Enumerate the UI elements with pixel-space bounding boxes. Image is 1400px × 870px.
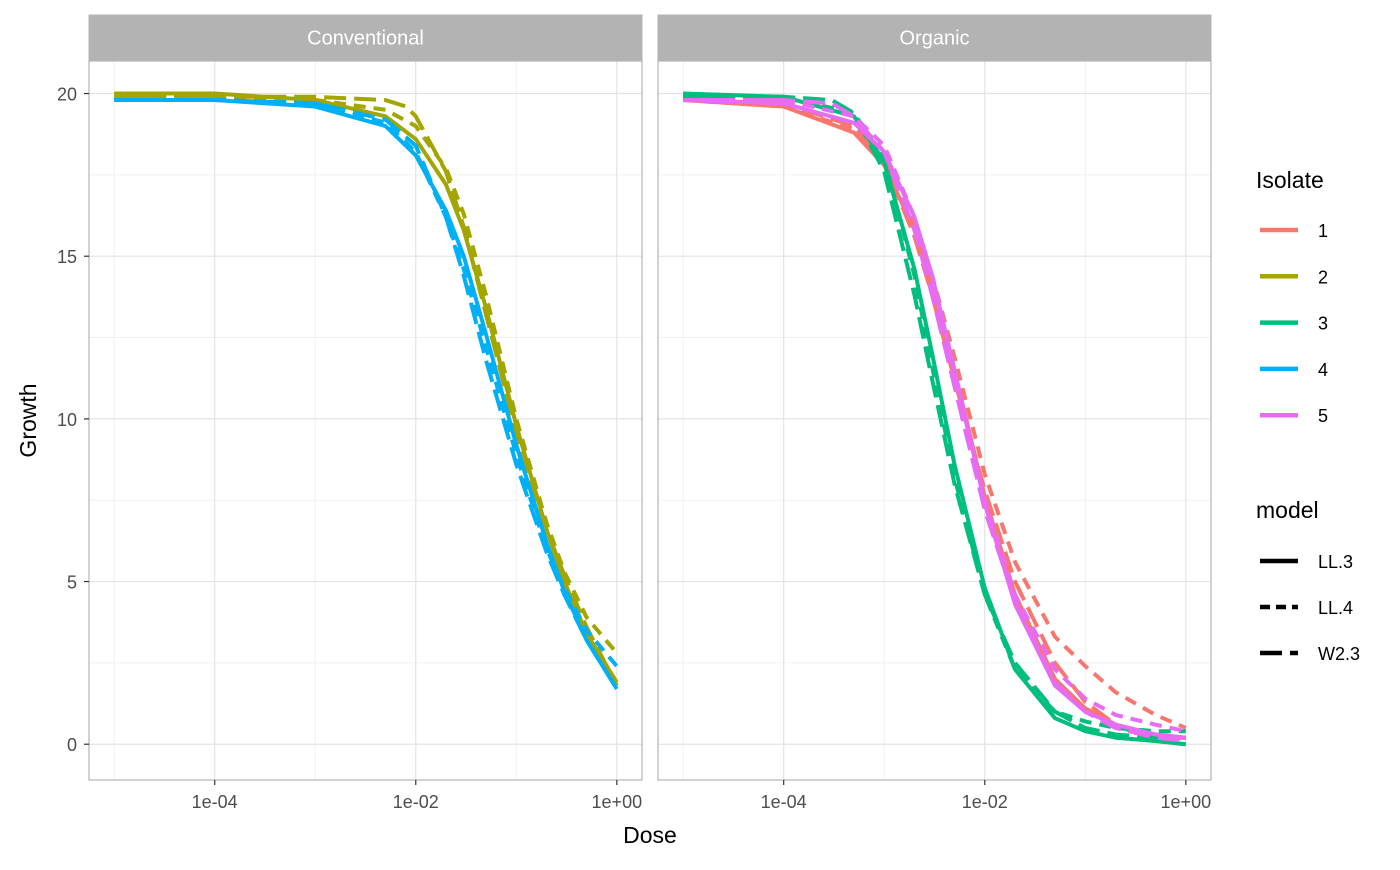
legend-label-model: LL.4	[1318, 598, 1353, 618]
series-line-organic-isolate-3-w2-3	[683, 94, 1186, 740]
x-axis-title: Dose	[623, 822, 677, 848]
legend-label-model: W2.3	[1318, 644, 1360, 664]
y-tick-label: 10	[57, 410, 77, 430]
legend-label-isolate: 5	[1318, 406, 1328, 426]
panel-background-conventional	[89, 61, 642, 780]
facet-strip-conventional	[88, 14, 643, 61]
facet-strip-label-conventional: Conventional	[307, 28, 424, 50]
facet-strip-organic	[657, 14, 1212, 61]
y-tick-label: 20	[57, 85, 77, 105]
series-line-organic-isolate-5-w2-3	[683, 98, 1187, 743]
legend-label-isolate: 2	[1318, 267, 1328, 287]
legend-label-isolate: 1	[1318, 221, 1328, 241]
x-tick-label-organic: 1e-04	[761, 792, 807, 812]
panel-border-conventional	[88, 60, 643, 781]
series-line-organic-isolate-1-w2-3	[683, 98, 1187, 747]
facet-strip-label-organic: Organic	[899, 28, 969, 50]
legend-label-isolate: 4	[1318, 360, 1328, 380]
y-tick-label: 0	[67, 735, 77, 755]
x-tick-label-conventional: 1e+00	[592, 792, 643, 812]
x-tick-label-conventional: 1e-04	[192, 792, 238, 812]
legend-label-model: LL.3	[1318, 552, 1353, 572]
legend-label-isolate: 3	[1318, 314, 1328, 334]
legend-title-model: model	[1256, 497, 1319, 523]
series-line-organic-isolate-5-ll-3	[683, 98, 1187, 740]
legend-title-isolate: Isolate	[1256, 167, 1324, 193]
y-axis-title: Growth	[15, 383, 41, 457]
panel-border-organic	[657, 60, 1212, 781]
x-tick-label-organic: 1e+00	[1161, 792, 1212, 812]
x-tick-label-organic: 1e-02	[962, 792, 1008, 812]
series-line-conventional-isolate-2-w2-3	[114, 94, 619, 687]
series-line-conventional-isolate-2-ll-4	[114, 94, 619, 655]
y-tick-label: 15	[57, 247, 77, 267]
x-tick-label-conventional: 1e-02	[393, 792, 439, 812]
series-line-conventional-isolate-4-w2-3	[114, 98, 619, 690]
panel-background-organic	[658, 61, 1211, 780]
y-tick-label: 5	[67, 573, 77, 593]
